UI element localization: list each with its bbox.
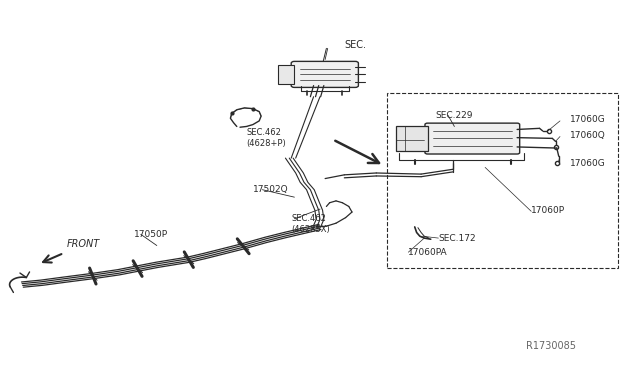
Text: FRONT: FRONT [67,239,100,248]
Bar [387,93,618,268]
Text: SEC.172: SEC.172 [438,234,476,243]
FancyBboxPatch shape [396,126,428,151]
Text: 17050P: 17050P [134,230,168,239]
Text: R1730085: R1730085 [526,341,576,351]
FancyBboxPatch shape [425,123,520,154]
Text: 17060G: 17060G [570,159,605,168]
Text: 17060P: 17060P [531,206,565,215]
Text: 17060G: 17060G [570,115,605,124]
Text: SEC.229: SEC.229 [435,111,473,120]
Text: SEC.462
(4628+P): SEC.462 (4628+P) [246,128,286,148]
FancyBboxPatch shape [291,61,358,87]
Text: 17060Q: 17060Q [570,131,605,140]
Text: SEC.: SEC. [344,41,366,50]
Text: 17060PA: 17060PA [408,248,448,257]
Text: SEC.462
(46285X): SEC.462 (46285X) [291,214,330,234]
FancyBboxPatch shape [278,65,294,84]
Text: 17502Q: 17502Q [253,185,289,194]
